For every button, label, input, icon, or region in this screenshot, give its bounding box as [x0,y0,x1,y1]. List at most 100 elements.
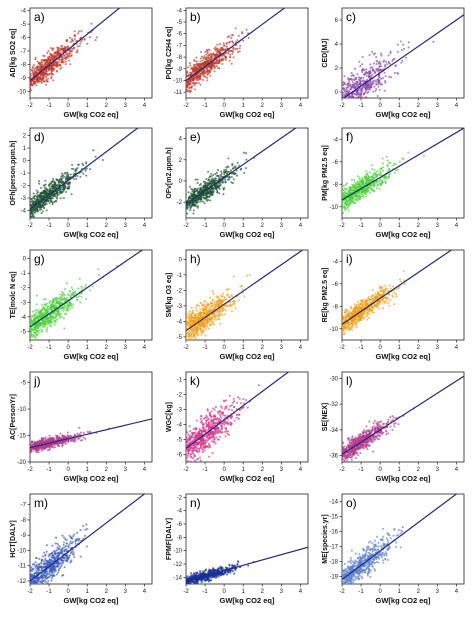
scatter-point [351,104,353,106]
scatter-point [395,64,397,66]
scatter-point [196,76,198,78]
scatter-point [310,221,312,223]
scatter-point [354,181,356,183]
scatter-point [193,194,195,196]
scatter-point [312,204,314,206]
scatter-point [27,208,29,210]
scatter-point [52,63,54,65]
scatter-point [344,194,346,196]
scatter-point [202,201,204,203]
scatter-point [183,204,185,206]
scatter-point [325,121,327,123]
scatter-point [31,201,33,203]
scatter-point [186,212,188,214]
scatter-point [77,45,79,47]
scatter-point [178,208,180,210]
scatter-point [26,211,28,213]
scatter-point [18,225,20,227]
scatter-point [356,186,358,188]
scatter-point [336,99,338,101]
scatter-point [236,175,238,177]
scatter-point [14,219,16,221]
scatter-point [21,218,23,220]
scatter-point [227,157,229,159]
scatter-point [27,329,29,331]
scatter-point [217,50,219,52]
scatter-point [324,202,326,204]
y-tick-label: 0 [23,159,27,165]
scatter-point [380,174,382,176]
scatter-point [26,206,28,208]
scatter-point [189,90,191,92]
scatter-point [228,50,230,52]
scatter-point [46,331,48,333]
scatter-point [334,107,336,109]
scatter-point [204,72,206,74]
scatter-point [13,223,15,225]
scatter-point [218,175,220,177]
scatter-point [175,213,177,215]
scatter-point [24,95,26,97]
scatter-point [328,119,330,121]
scatter-point [79,42,81,44]
scatter-point [27,317,29,319]
scatter-point [182,198,184,200]
scatter-point [401,60,403,62]
scatter-point [212,65,214,67]
scatter-point [338,109,340,111]
scatter-point [20,325,22,327]
scatter-point [186,72,188,74]
scatter-point [184,78,186,80]
scatter-point [365,177,367,179]
scatter-point [229,54,231,56]
scatter-point [156,223,158,225]
scatter-point [201,64,203,66]
scatter-point [46,323,48,325]
scatter-point [194,88,196,90]
scatter-point [348,105,350,107]
scatter-point [362,77,364,79]
x-tick-label: -2 [339,223,345,229]
scatter-point [372,68,374,70]
scatter-point [375,171,377,173]
scatter-point [207,56,209,58]
scatter-point [61,173,63,175]
scatter-point [12,223,14,225]
scatter-point [330,200,332,202]
scatter-point [46,329,48,331]
scatter-point [318,211,320,213]
scatter-point [161,101,163,103]
scatter-point [347,102,349,104]
scatter-point [183,77,185,79]
scatter-point [152,105,154,107]
scatter-point [330,218,332,220]
scatter-point [27,79,29,81]
scatter-point [12,208,14,210]
scatter-point [380,69,382,71]
scatter-point [385,61,387,63]
scatter-point [34,58,36,60]
scatter-point [180,206,182,208]
scatter-point [313,123,315,125]
scatter-point [339,201,341,203]
scatter-point [54,305,56,307]
scatter-point [330,108,332,110]
scatter-point [188,191,190,193]
scatter-point [222,58,224,60]
scatter-point [65,178,67,180]
scatter-point [293,224,295,226]
scatter-point [232,168,234,170]
plot-frame [30,250,152,340]
scatter-point [343,82,345,84]
scatter-point [15,221,17,223]
scatter-point [59,188,61,190]
y-tick-label: -5 [21,22,27,28]
scatter-point [166,102,168,104]
scatter-point [49,183,51,185]
scatter-point [313,219,315,221]
scatter-point [323,213,325,215]
scatter-point [345,108,347,110]
scatter-point [23,72,25,74]
scatter-point [183,211,185,213]
